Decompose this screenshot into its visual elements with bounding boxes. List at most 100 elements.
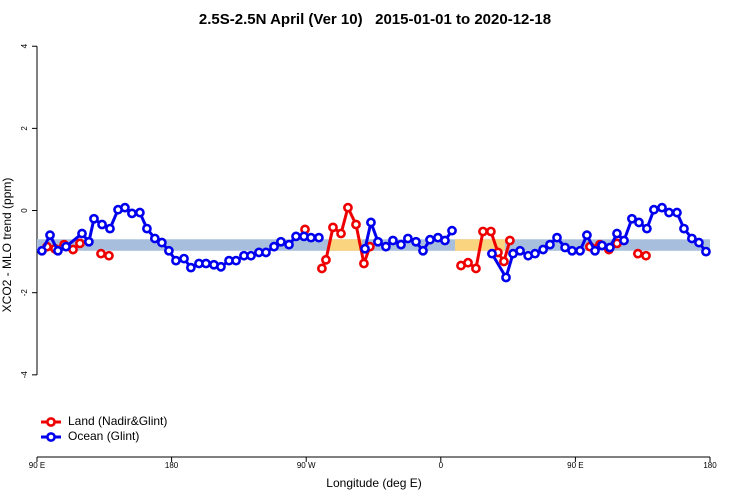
y-axis-label: XCO2 - MLO trend (ppm) — [0, 178, 14, 313]
legend-label: Ocean (Glint) — [68, 429, 139, 443]
data-point — [388, 235, 398, 246]
data-point — [45, 230, 55, 241]
chart-title: 2.5S-2.5N April (Ver 10) 2015-01-01 to 2… — [199, 11, 551, 28]
data-point — [269, 241, 279, 252]
data-point — [321, 254, 331, 265]
data-point — [164, 245, 174, 256]
data-point — [471, 263, 481, 274]
data-point — [425, 234, 435, 245]
y-tick-label: 4 — [20, 43, 29, 48]
data-point — [317, 263, 327, 274]
data-point — [463, 257, 473, 268]
data-point — [127, 208, 137, 219]
data-point — [83, 236, 94, 247]
legend-label: Land (Nadir&Glint) — [68, 414, 167, 428]
data-point — [567, 245, 578, 256]
data-point — [201, 258, 211, 269]
data-point — [411, 236, 421, 247]
data-point — [582, 230, 592, 241]
data-point — [590, 245, 600, 256]
data-point — [261, 247, 271, 258]
x-tick-label: 90 W — [297, 461, 316, 470]
y-tick-label: 2 — [20, 126, 29, 131]
data-point — [284, 239, 294, 250]
data-point — [575, 245, 585, 256]
data-point — [418, 245, 428, 256]
data-point — [291, 231, 301, 242]
data-point — [499, 256, 509, 267]
data-point — [77, 228, 87, 239]
data-point — [373, 236, 383, 247]
data-point — [657, 202, 667, 213]
data-point — [687, 233, 697, 244]
data-point — [97, 219, 107, 230]
data-point — [171, 255, 181, 266]
data-point — [142, 223, 152, 234]
band — [329, 239, 362, 251]
x-axis-label: Longitude (deg E) — [326, 476, 421, 490]
data-point — [104, 250, 114, 261]
data-point — [552, 232, 562, 243]
data-point — [694, 237, 704, 248]
data-point — [359, 258, 369, 269]
data-point — [37, 245, 47, 256]
legend-marker — [46, 432, 56, 442]
data-point — [672, 207, 682, 218]
data-point — [501, 272, 511, 283]
data-point — [179, 253, 189, 264]
data-point — [515, 245, 525, 256]
data-point — [231, 255, 241, 266]
data-point — [701, 246, 711, 257]
data-point — [120, 202, 130, 213]
data-point — [134, 207, 145, 218]
data-point — [634, 217, 644, 228]
data-point — [402, 233, 413, 244]
data-point — [149, 233, 160, 244]
data-point — [351, 219, 361, 230]
data-point — [185, 262, 196, 273]
data-point — [75, 238, 85, 249]
data-point — [328, 222, 338, 233]
data-point — [53, 245, 63, 256]
data-point — [336, 228, 346, 239]
data-point — [440, 235, 450, 246]
data-point — [478, 226, 488, 237]
data-point — [619, 235, 629, 246]
data-point — [314, 232, 324, 243]
data-point — [89, 213, 99, 224]
data-point — [360, 243, 370, 254]
data-point — [633, 248, 643, 259]
data-point — [612, 228, 622, 239]
data-point — [276, 236, 286, 247]
data-point — [530, 248, 540, 259]
data-point — [246, 250, 256, 261]
data-point — [396, 239, 406, 250]
x-tick-label: 180 — [165, 461, 179, 470]
y-tick-label: 0 — [20, 208, 29, 213]
x-tick-label: 180 — [703, 461, 717, 470]
data-point — [96, 248, 106, 259]
data-point — [641, 250, 651, 261]
data-point — [366, 217, 376, 228]
data-point — [504, 235, 515, 246]
data-point — [538, 244, 548, 255]
data-point — [216, 261, 226, 272]
data-point — [105, 223, 115, 234]
data-point — [447, 225, 457, 236]
data-point — [605, 242, 615, 253]
data-point — [306, 232, 316, 243]
y-tick-label: -2 — [20, 289, 29, 297]
data-point — [343, 202, 353, 213]
data-point — [649, 204, 659, 215]
data-point — [487, 248, 497, 259]
data-point — [486, 226, 496, 237]
y-tick-label: -4 — [20, 371, 29, 379]
data-point — [61, 241, 71, 252]
data-point — [156, 237, 167, 248]
x-tick-label: 90 E — [567, 461, 583, 470]
data-point — [545, 239, 555, 250]
x-tick-label: 0 — [439, 461, 444, 470]
x-tick-label: 90 E — [29, 461, 45, 470]
legend-marker — [46, 417, 56, 427]
